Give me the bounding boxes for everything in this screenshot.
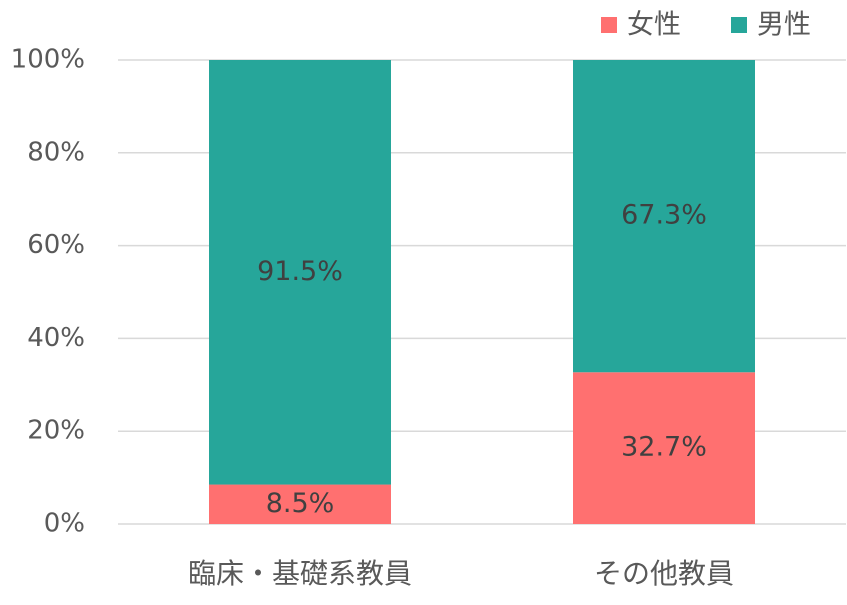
value-label: 32.7%: [621, 432, 707, 463]
y-tick-label: 100%: [11, 45, 85, 75]
y-tick-label: 60%: [27, 230, 85, 260]
y-tick-label: 80%: [27, 137, 85, 167]
y-tick-label: 0%: [44, 509, 85, 539]
legend-label: 女性: [627, 10, 681, 41]
x-tick-label: その他教員: [594, 557, 734, 590]
bar-segment: [573, 60, 755, 373]
bar-segment: [573, 372, 755, 524]
y-tick-label: 20%: [27, 416, 85, 446]
y-tick-label: 40%: [27, 323, 85, 353]
legend-swatch: [731, 17, 747, 33]
legend-swatch: [601, 17, 617, 33]
value-label: 67.3%: [621, 200, 707, 231]
bar-segment: [209, 484, 391, 524]
value-label: 91.5%: [257, 256, 343, 287]
value-label: 8.5%: [266, 488, 335, 519]
legend-label: 男性: [757, 10, 811, 41]
x-tick-label: 臨床・基礎系教員: [188, 557, 412, 590]
bar-segment: [209, 60, 391, 485]
